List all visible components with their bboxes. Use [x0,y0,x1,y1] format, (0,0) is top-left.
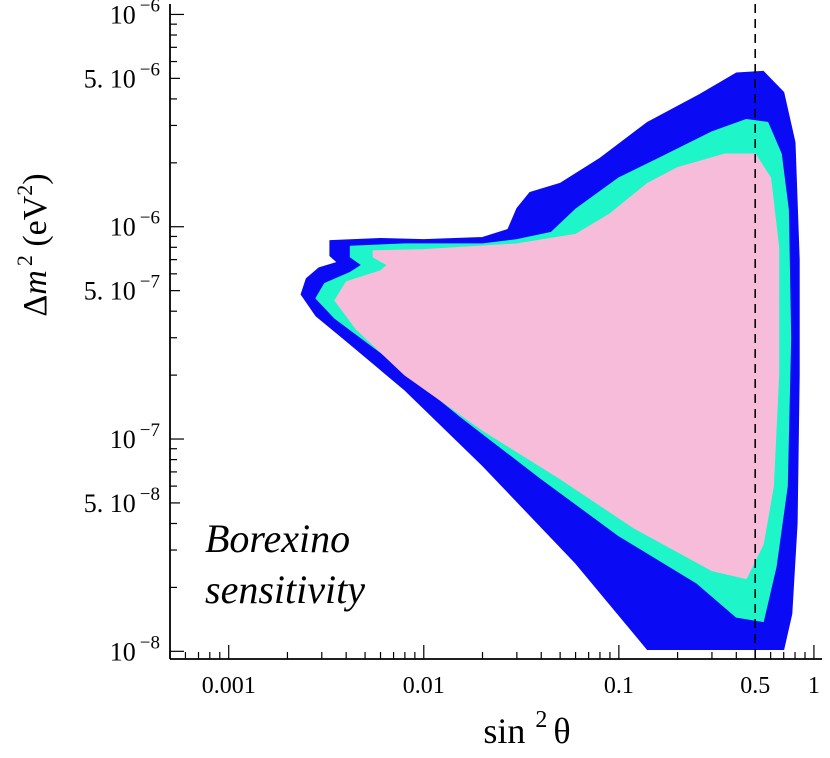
x-tick-label: 0.1 [604,673,634,699]
x-axis-title: sin 2 θ [483,707,570,751]
y-tick-label: 5. 10 −8 [84,484,160,518]
annotation-line-1: Borexino [205,516,350,561]
y-tick-exponent: −7 [140,420,160,441]
x-tick-label: 1 [808,673,820,699]
x-tick-label: 0.5 [740,673,770,699]
y-tick-mantissa: 5. 10 [84,64,136,93]
y-tick-label: 10 −6 [110,0,160,29]
y-tick-mantissa: 5. 10 [84,489,136,518]
x-axis-title-base: sin [483,711,525,751]
y-tick-exponent: −6 [140,59,160,80]
y-tick-exponent: −6 [140,208,160,229]
y-axis-title-close: ) [17,173,54,184]
y-axis-title-var: m [17,270,54,295]
y-tick-exponent: −8 [140,484,160,505]
y-axis-title-delta: Δ [17,295,54,317]
y-axis-title-sup1: 2 [12,255,37,266]
contour-regions [300,70,800,650]
x-axis-title-symbol: θ [553,711,570,751]
x-tick-labels: 0.001 0.01 0.1 0.5 1 [202,673,820,699]
y-tick-mantissa: 10 [110,637,136,666]
y-tick-exponent: −7 [140,272,160,293]
y-tick-mantissa: 10 [110,425,136,454]
y-tick-mantissa: 10 [110,0,136,29]
y-axis-title-unit: (eV [17,195,54,255]
annotation-line-2: sensitivity [205,567,365,612]
y-tick-label: 5. 10 −6 [84,59,160,93]
y-tick-label: 10 −6 [110,208,160,242]
y-axis-title: Δm 2 (eV2) [12,173,54,316]
y-tick-label: 10 −8 [110,632,160,666]
y-tick-exponent: −8 [140,632,160,653]
y-tick-mantissa: 5. 10 [84,277,136,306]
y-tick-mantissa: 10 [110,213,136,242]
x-tick-label: 0.01 [403,673,445,699]
y-axis-title-sup2: 2 [12,185,37,196]
x-axis-title-sup: 2 [535,707,547,733]
y-tick-labels: 10 −65. 10 −610 −65. 10 −710 −75. 10 −810 −8 [84,0,160,666]
x-axis-ticks [169,645,815,659]
y-tick-label: 5. 10 −7 [84,272,160,306]
x-tick-label: 0.001 [202,673,256,699]
y-tick-exponent: −6 [140,0,160,16]
y-axis-ticks [170,13,184,652]
y-tick-label: 10 −7 [110,420,160,454]
